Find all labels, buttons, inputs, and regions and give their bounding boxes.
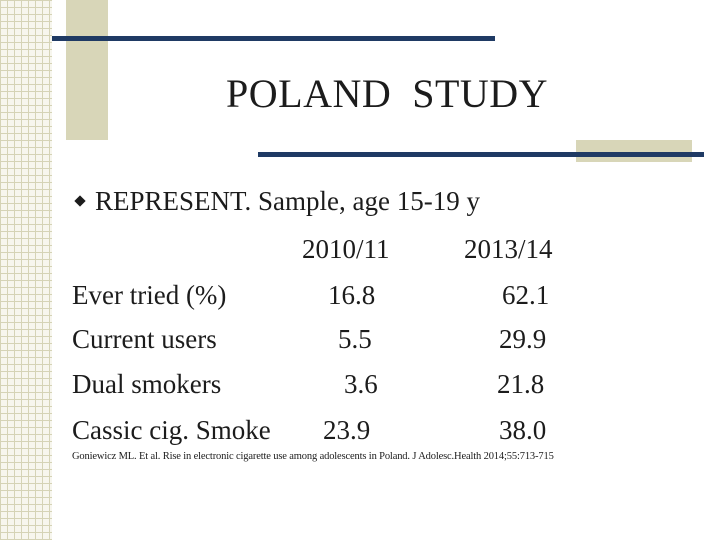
cell-current-users-2013: 29.9 xyxy=(499,324,547,354)
cell-dual-smokers-2010: 3.6 xyxy=(344,369,378,399)
cell-ever-tried-2013: 62.1 xyxy=(502,280,550,310)
row-label-ever-tried: Ever tried (%) xyxy=(72,280,227,310)
cell-current-users-2010: 5.5 xyxy=(338,324,372,354)
diamond-bullet-icon xyxy=(74,195,86,207)
cell-dual-smokers-2013: 21.8 xyxy=(497,369,545,399)
decorative-rule-top xyxy=(52,36,495,41)
bullet-item: REPRESENT. Sample, age 15-19 y xyxy=(74,184,480,218)
decorative-accent-block-top xyxy=(66,0,108,140)
citation-footnote: Goniewicz ML. Et al. Rise in electronic … xyxy=(72,451,554,462)
row-label-dual-smokers: Dual smokers xyxy=(72,369,222,399)
cell-classic-cig-2013: 38.0 xyxy=(499,415,547,445)
decorative-grid-strip xyxy=(0,0,52,540)
decorative-accent-block-bottom xyxy=(576,140,692,162)
cell-classic-cig-2010: 23.9 xyxy=(323,415,371,445)
slide-title: POLAND STUDY xyxy=(226,71,549,116)
column-header-2013-14: 2013/14 xyxy=(464,234,553,264)
decorative-rule-bottom xyxy=(258,152,704,157)
bullet-text: REPRESENT. Sample, age 15-19 y xyxy=(95,186,480,216)
column-header-2010-11: 2010/11 xyxy=(302,234,390,264)
row-label-classic-cig: Cassic cig. Smoke xyxy=(72,415,271,445)
cell-ever-tried-2010: 16.8 xyxy=(328,280,376,310)
row-label-current-users: Current users xyxy=(72,324,217,354)
